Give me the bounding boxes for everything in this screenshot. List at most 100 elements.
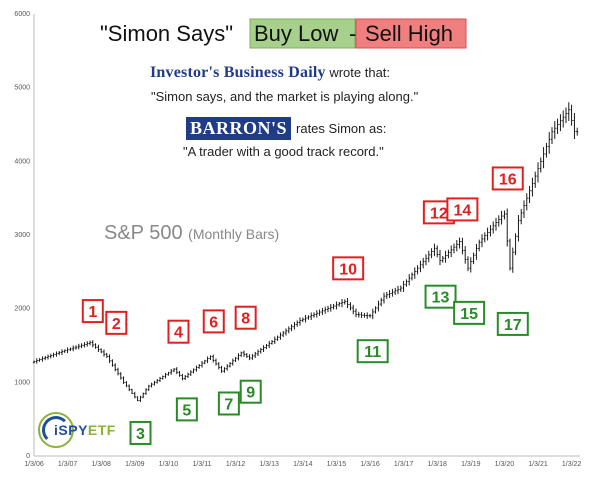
buy-signal-label: 15 — [460, 306, 478, 323]
sell-signal-16: 16 — [491, 166, 524, 191]
signal-markers: 12 4 6 8 10 12 14 16 3 5 79 11 13 15 17 — [81, 166, 529, 445]
ibd-rest: wrote that: — [329, 65, 391, 80]
x-tick-label: 1/3/21 — [528, 461, 548, 468]
y-tick-label: 6000 — [14, 11, 30, 18]
buy-signal-box — [129, 420, 152, 445]
barrons-rest: rates Simon as: — [296, 121, 387, 136]
x-tick-label: 1/3/15 — [327, 461, 347, 468]
buy-signal-13: 13 — [424, 284, 457, 309]
x-tick-label: 1/3/09 — [125, 461, 145, 468]
sell-signal-box — [167, 319, 190, 344]
sell-signal-label: 8 — [241, 311, 250, 328]
buy-signal-7: 7 — [217, 391, 240, 416]
ispyetf-logo: iSPYETF — [38, 412, 128, 452]
y-tick-label: 3000 — [14, 232, 30, 239]
buy-signal-box — [175, 397, 198, 422]
title-simon-says: "Simon Says" — [100, 21, 233, 46]
buy-signal-label: 5 — [182, 402, 191, 419]
barrons-logo: BARRON'S — [186, 117, 292, 140]
logo-main: iSPY — [54, 422, 88, 438]
buy-signal-label: 13 — [432, 290, 450, 307]
sell-signal-box — [491, 166, 524, 191]
buy-signal-box — [356, 339, 389, 364]
buy-signal-box — [239, 379, 262, 404]
buy-signal-3: 3 — [129, 420, 152, 445]
x-tick-label: 1/3/16 — [360, 461, 380, 468]
sell-signal-label: 4 — [174, 325, 183, 342]
x-tick-label: 1/3/07 — [58, 461, 78, 468]
buy-signal-label: 11 — [364, 344, 381, 361]
buy-low-box — [249, 18, 356, 49]
y-tick-label: 4000 — [14, 158, 30, 165]
ibd-line: Investor's Business Daily wrote that: — [150, 64, 390, 82]
buy-signal-9: 9 — [239, 379, 262, 404]
sell-signal-box — [332, 256, 365, 281]
title-buy-low: Buy Low — [254, 21, 338, 46]
sell-signal-2: 2 — [105, 310, 128, 335]
series-sublabel: (Monthly Bars) — [188, 226, 280, 242]
buy-signal-label: 7 — [224, 396, 233, 413]
sell-signal-label: 6 — [209, 314, 218, 331]
sell-signal-box — [105, 310, 128, 335]
buy-signal-box — [453, 300, 486, 325]
buy-signal-17: 17 — [496, 311, 529, 336]
x-tick-label: 1/3/20 — [495, 461, 515, 468]
series-name: S&P 500 — [104, 222, 183, 244]
x-tick-label: 1/3/06 — [24, 461, 44, 468]
sell-high-box — [355, 18, 467, 49]
sell-signal-6: 6 — [202, 309, 225, 334]
buy-signal-5: 5 — [175, 397, 198, 422]
buy-signal-15: 15 — [453, 300, 486, 325]
buy-signal-box — [496, 311, 529, 336]
sell-signal-box — [234, 305, 257, 330]
sell-signal-label: 12 — [430, 205, 448, 222]
sell-signal-label: 10 — [339, 261, 357, 278]
buy-signal-11: 11 — [356, 339, 389, 364]
ibd-quote: "Simon says, and the market is playing a… — [151, 89, 419, 104]
sell-signal-box — [202, 309, 225, 334]
buy-signal-box — [424, 284, 457, 309]
sell-signal-14: 14 — [446, 197, 479, 222]
logo-circle-icon — [38, 412, 74, 448]
sell-signal-10: 10 — [332, 256, 365, 281]
x-tick-label: 1/3/11 — [193, 461, 212, 468]
sell-signal-box — [446, 197, 479, 222]
buy-signal-label: 3 — [136, 426, 145, 443]
sell-signal-1: 1 — [81, 299, 104, 324]
barrons-line: BARRON'S rates Simon as: — [186, 117, 386, 140]
x-tick-label: 1/3/13 — [259, 461, 279, 468]
sell-signal-4: 4 — [167, 319, 190, 344]
y-tick-label: 2000 — [14, 306, 30, 313]
title-separator: - — [349, 21, 356, 46]
sell-signal-label: 14 — [454, 202, 472, 219]
logo-arc-icon — [42, 416, 70, 444]
sell-signal-box — [81, 299, 104, 324]
y-tick-label: 0 — [26, 453, 30, 460]
sell-signal-8: 8 — [234, 305, 257, 330]
sell-signal-label: 1 — [88, 304, 97, 321]
y-tick-label: 1000 — [14, 379, 30, 386]
logo-text: iSPYETF — [54, 422, 116, 438]
x-tick-label: 1/3/22 — [562, 461, 582, 468]
buy-signal-box — [217, 391, 240, 416]
x-tick-label: 1/3/08 — [91, 461, 111, 468]
title-sell-high: Sell High — [365, 21, 453, 46]
sell-signal-label: 16 — [499, 171, 517, 188]
x-tick-label: 1/3/14 — [293, 461, 313, 468]
series-label: S&P 500 (Monthly Bars) — [104, 222, 279, 245]
price-bars — [32, 102, 579, 402]
sell-signal-12: 12 — [422, 200, 455, 225]
x-tick-label: 1/3/18 — [427, 461, 447, 468]
logo-suffix: ETF — [87, 422, 116, 438]
barrons-quote: "A trader with a good track record." — [183, 144, 384, 159]
ibd-brand: Investor's Business Daily — [150, 64, 326, 81]
x-tick-label: 1/3/17 — [394, 461, 414, 468]
buy-signal-label: 9 — [246, 385, 255, 402]
x-tick-label: 1/3/12 — [226, 461, 246, 468]
x-tick-label: 1/3/10 — [159, 461, 179, 468]
y-tick-label: 5000 — [14, 85, 30, 92]
x-tick-label: 1/3/19 — [461, 461, 481, 468]
sell-signal-label: 2 — [112, 316, 121, 333]
chart-title: "Simon Says" Buy Low - Sell High — [100, 18, 467, 49]
